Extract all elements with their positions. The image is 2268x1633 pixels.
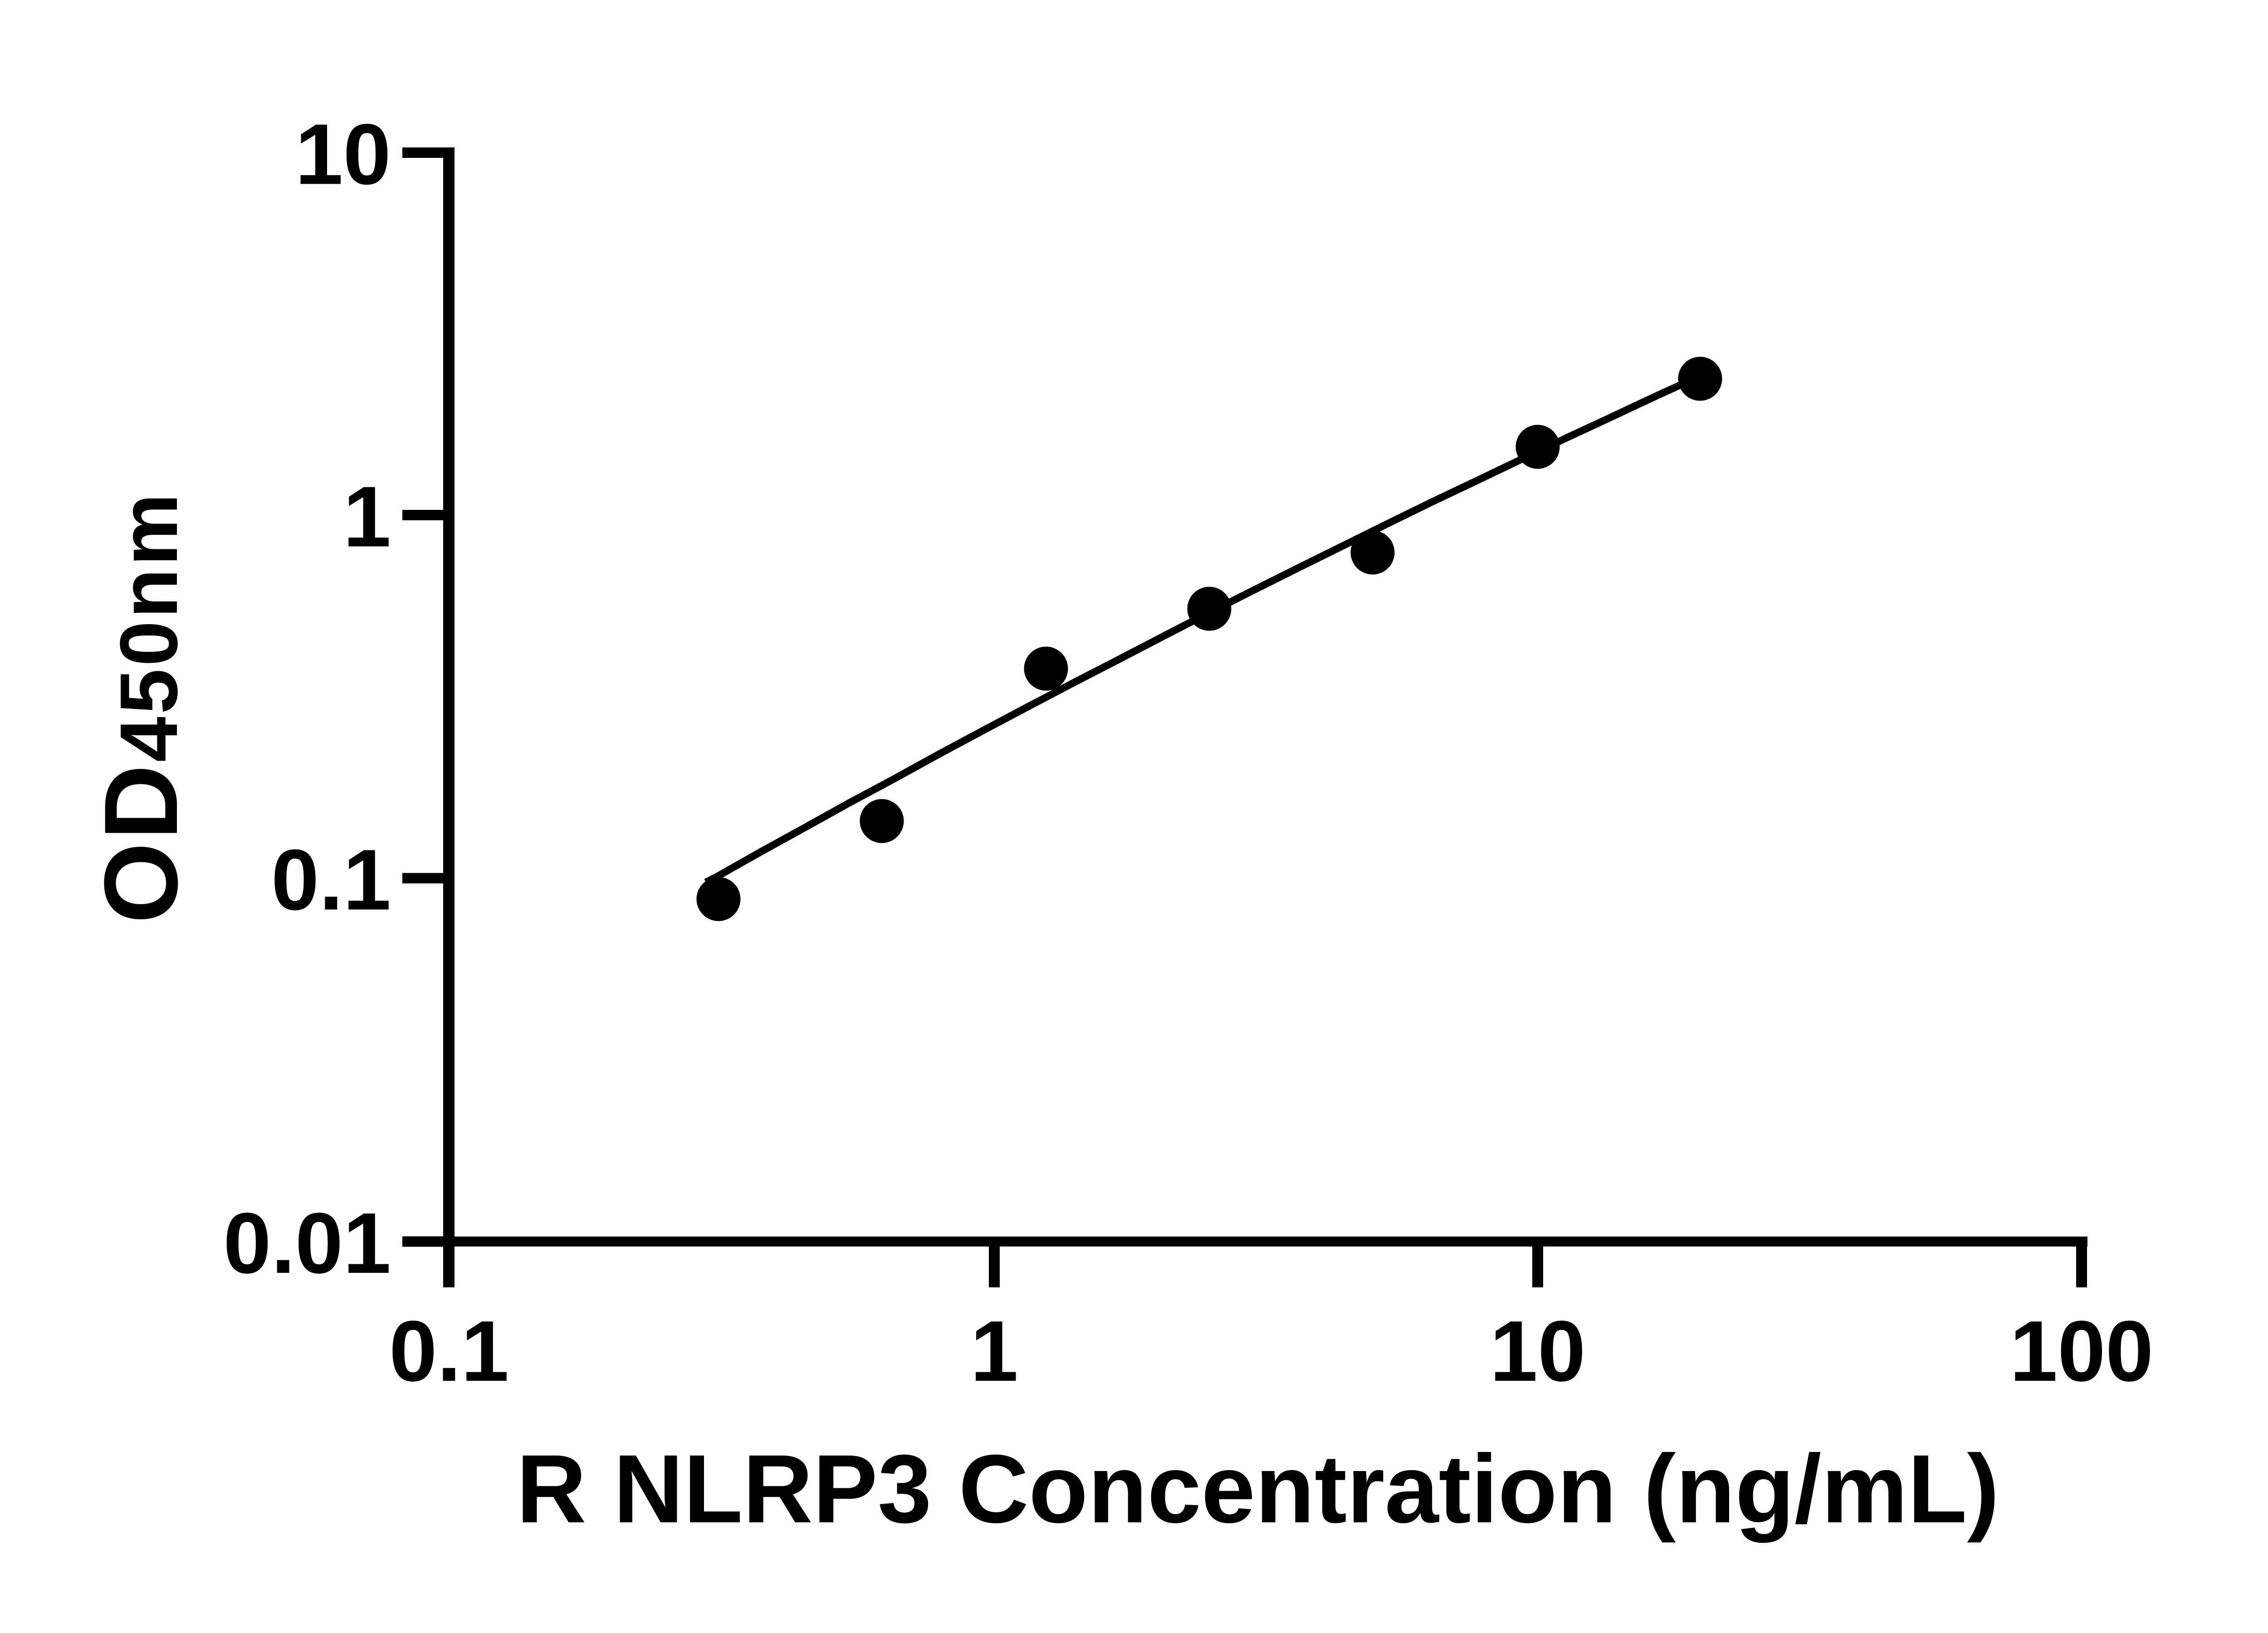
- svg-text:0.01: 0.01: [223, 1195, 391, 1291]
- svg-text:R NLRP3 Concentration (ng/mL): R NLRP3 Concentration (ng/mL): [516, 1435, 1999, 1543]
- svg-text:0.1: 0.1: [271, 832, 391, 928]
- svg-text:0.1: 0.1: [389, 1303, 509, 1399]
- svg-text:1: 1: [343, 469, 391, 565]
- svg-text:10: 10: [1490, 1303, 1585, 1399]
- svg-text:10: 10: [295, 107, 391, 203]
- svg-text:100: 100: [2009, 1303, 2153, 1399]
- svg-text:OD450nm: OD450nm: [83, 491, 199, 924]
- svg-text:1: 1: [970, 1303, 1018, 1399]
